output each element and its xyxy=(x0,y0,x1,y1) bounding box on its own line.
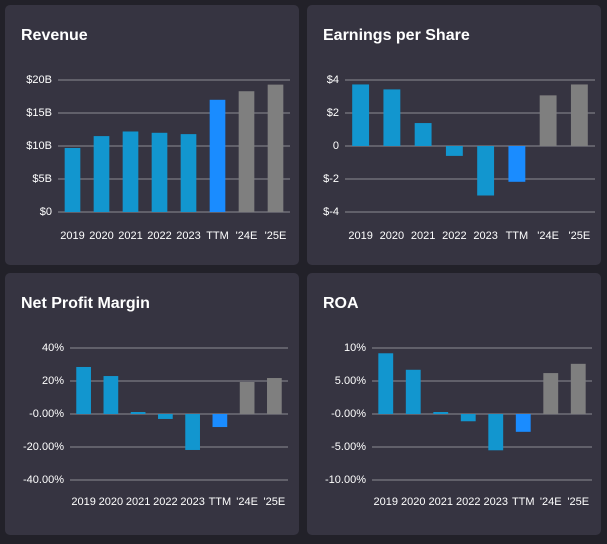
x-tick-label: TTM xyxy=(512,496,535,508)
bar xyxy=(515,414,531,432)
y-tick-label: $15B xyxy=(26,107,52,119)
x-tick-label: '24E xyxy=(236,496,258,508)
chart-panel: Earnings per Share $-4 $-2 0 $2 $4 2019 2020 202… xyxy=(307,5,601,265)
panel-background xyxy=(5,273,299,535)
bar xyxy=(570,363,586,414)
x-tick-label: '24E xyxy=(540,496,562,508)
chart-panel: ROA -10.00% -5.00% -0.00% 5.00% 10% 2019 2020 20… xyxy=(307,273,601,535)
y-tick-label: $0 xyxy=(40,206,52,218)
x-tick-label: 2019 xyxy=(348,230,372,242)
bar xyxy=(414,123,432,146)
bar xyxy=(209,99,226,212)
y-tick-label: -20.00% xyxy=(23,441,64,453)
y-tick-label: 5.00% xyxy=(335,375,366,387)
chart-title: Earnings per Share xyxy=(323,27,470,44)
y-tick-label: 0 xyxy=(333,140,339,152)
y-tick-label: 20% xyxy=(42,375,64,387)
x-tick-label: 2020 xyxy=(99,496,123,508)
x-tick-label: 2019 xyxy=(374,496,398,508)
x-tick-label: 2023 xyxy=(473,230,497,242)
chart-title: Revenue xyxy=(21,27,88,44)
bar xyxy=(130,412,146,414)
bar xyxy=(352,84,370,146)
x-tick-label: 2021 xyxy=(411,230,435,242)
chart-title: Net Profit Margin xyxy=(21,295,150,312)
x-tick-label: 2023 xyxy=(484,496,508,508)
y-tick-label: -40.00% xyxy=(23,474,64,486)
x-tick-label: 2022 xyxy=(153,496,177,508)
bar xyxy=(543,373,559,414)
x-tick-label: 2022 xyxy=(442,230,466,242)
bar xyxy=(460,414,476,422)
bar xyxy=(151,132,168,212)
bar xyxy=(508,146,526,182)
bar xyxy=(122,131,139,212)
chart-panel: Net Profit Margin -40.00% -20.00% -0.00% 20%… xyxy=(5,273,299,535)
x-tick-label: 2021 xyxy=(118,230,142,242)
bar xyxy=(158,414,173,419)
y-tick-label: -5.00% xyxy=(331,441,366,453)
x-tick-label: 2023 xyxy=(180,496,204,508)
x-tick-label: '25E xyxy=(567,496,589,508)
bar xyxy=(267,84,284,212)
bar xyxy=(570,84,588,146)
x-tick-label: 2019 xyxy=(71,496,95,508)
y-tick-label: $10B xyxy=(26,140,52,152)
bar xyxy=(383,89,401,146)
x-tick-label: 2022 xyxy=(456,496,480,508)
bar xyxy=(238,91,255,212)
bar xyxy=(477,146,495,196)
bar xyxy=(76,366,91,414)
y-tick-label: $2 xyxy=(327,107,339,119)
bar xyxy=(103,376,119,414)
bar xyxy=(488,414,504,451)
x-tick-label: 2020 xyxy=(401,496,425,508)
x-tick-label: '25E xyxy=(264,496,286,508)
panel-background xyxy=(307,273,601,535)
x-tick-label: '24E xyxy=(537,230,559,242)
bar xyxy=(64,147,81,212)
x-tick-label: TTM xyxy=(209,496,232,508)
x-tick-label: 2021 xyxy=(429,496,453,508)
bar xyxy=(405,369,421,414)
x-tick-label: TTM xyxy=(506,230,529,242)
bar xyxy=(267,378,282,414)
bar xyxy=(378,353,394,414)
x-tick-label: 2023 xyxy=(176,230,200,242)
x-tick-label: 2022 xyxy=(147,230,171,242)
bar xyxy=(239,381,255,414)
y-tick-label: $4 xyxy=(327,74,339,86)
y-tick-label: $-4 xyxy=(323,206,339,218)
bar xyxy=(212,414,228,428)
bar xyxy=(185,414,200,450)
panel-background xyxy=(307,5,601,265)
chart-panel: Revenue $0 $5B $10B $15B $20B 2019 2020 2021 2022… xyxy=(5,5,299,265)
x-tick-label: 2019 xyxy=(60,230,84,242)
y-tick-label: 40% xyxy=(42,342,64,354)
y-tick-label: -0.00% xyxy=(331,408,366,420)
x-tick-label: '25E xyxy=(569,230,591,242)
x-tick-label: 2020 xyxy=(89,230,113,242)
chart-title: ROA xyxy=(323,295,359,312)
y-tick-label: -10.00% xyxy=(325,474,366,486)
y-tick-label: 10% xyxy=(344,342,366,354)
y-tick-label: $20B xyxy=(26,74,52,86)
bar xyxy=(445,146,463,156)
x-tick-label: '25E xyxy=(265,230,287,242)
x-tick-label: 2020 xyxy=(380,230,404,242)
y-tick-label: $5B xyxy=(32,173,52,185)
y-tick-label: $-2 xyxy=(323,173,339,185)
bar xyxy=(433,412,449,414)
bar xyxy=(180,134,197,212)
bar xyxy=(93,136,110,212)
x-tick-label: 2021 xyxy=(126,496,150,508)
x-tick-label: '24E xyxy=(236,230,258,242)
bar xyxy=(539,95,557,146)
y-tick-label: -0.00% xyxy=(29,408,64,420)
x-tick-label: TTM xyxy=(206,230,229,242)
